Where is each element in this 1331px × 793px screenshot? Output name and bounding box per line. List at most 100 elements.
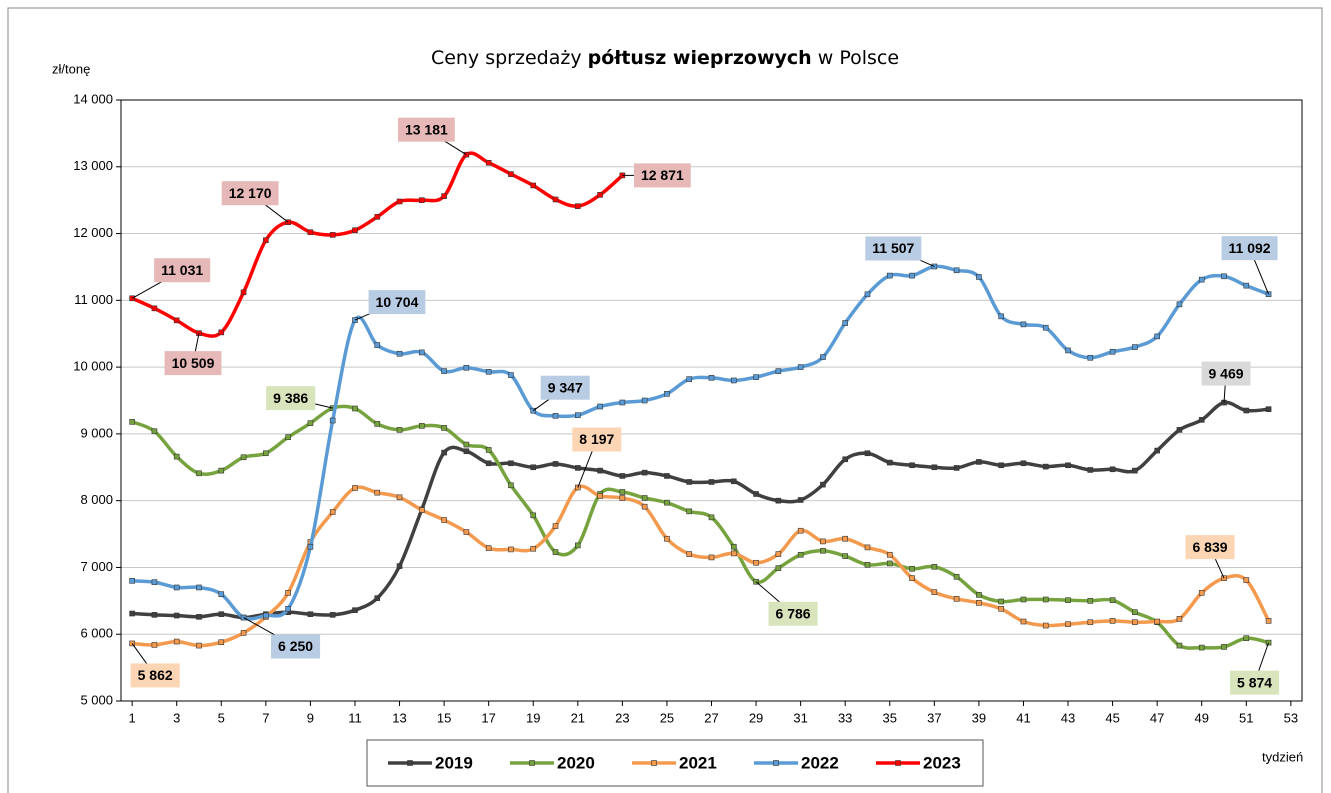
point [753, 374, 759, 380]
point [552, 523, 559, 529]
point [1154, 618, 1160, 625]
point [597, 493, 603, 499]
x-tick-label: 15 [437, 710, 451, 725]
point [1065, 347, 1071, 354]
x-axis-label: tydzień [1262, 749, 1303, 764]
point [575, 465, 581, 471]
value-label-box [768, 601, 818, 626]
point [664, 473, 670, 479]
point [485, 545, 492, 551]
x-tick-label: 1 [129, 710, 136, 725]
point [842, 320, 848, 326]
point [173, 584, 180, 591]
point [1198, 417, 1205, 423]
point [886, 551, 893, 558]
point [151, 579, 158, 585]
point [1020, 618, 1027, 625]
point [641, 469, 648, 476]
point [730, 543, 737, 550]
value-label-box [865, 236, 922, 261]
point [730, 377, 737, 384]
point [240, 289, 247, 296]
point [530, 182, 537, 189]
point [1020, 321, 1027, 328]
point [552, 549, 559, 555]
y-tick-label: 6 000 [80, 626, 113, 641]
point [485, 447, 492, 453]
point [1198, 590, 1205, 596]
point [463, 529, 470, 535]
x-tick-label: 37 [927, 710, 941, 725]
point [396, 494, 403, 501]
point [1109, 618, 1116, 624]
point [1243, 282, 1250, 289]
point [753, 559, 759, 566]
point [1176, 301, 1183, 308]
point [664, 535, 670, 542]
point [1042, 622, 1049, 629]
point [463, 448, 470, 455]
x-tick-label: 51 [1239, 710, 1253, 725]
point [597, 192, 603, 198]
point [530, 464, 537, 471]
point [196, 470, 202, 477]
point [641, 503, 648, 510]
point [619, 489, 626, 495]
point [552, 461, 559, 467]
value-label-box [397, 117, 455, 142]
x-tick-label: 9 [307, 710, 314, 725]
point [842, 553, 848, 559]
point [485, 460, 492, 467]
point [1087, 354, 1094, 361]
point [352, 405, 358, 412]
value-label: 5 874 [1237, 674, 1272, 690]
title-part: w Polsce [818, 47, 899, 69]
x-tick-label: 35 [883, 710, 897, 725]
point [1176, 642, 1183, 649]
point [352, 227, 358, 234]
value-label-box [221, 181, 279, 206]
point [1154, 447, 1160, 454]
point [686, 551, 693, 557]
legend-marker [529, 760, 535, 766]
point [240, 454, 247, 461]
point [1087, 598, 1094, 604]
point [730, 550, 737, 557]
point [953, 573, 960, 580]
point [842, 456, 848, 463]
point [931, 464, 938, 471]
title-part: Ceny sprzedaży [431, 47, 582, 69]
point [307, 229, 314, 236]
point [1265, 406, 1272, 412]
x-tick-label: 43 [1061, 710, 1075, 725]
point [953, 465, 960, 471]
x-tick-label: 11 [348, 710, 362, 725]
x-tick-label: 23 [615, 710, 629, 725]
point [151, 642, 158, 648]
point [998, 598, 1004, 605]
point [173, 638, 180, 645]
point [263, 612, 269, 619]
point [396, 427, 403, 433]
point [976, 274, 982, 280]
value-label: 9 386 [273, 390, 308, 406]
point [151, 428, 158, 435]
point [307, 543, 314, 550]
value-label: 9 469 [1208, 365, 1243, 381]
point [173, 453, 180, 460]
x-tick-label: 17 [481, 710, 495, 725]
value-label: 12 170 [229, 185, 272, 201]
point [1065, 621, 1071, 628]
point [619, 473, 626, 479]
point [173, 317, 180, 324]
point [1265, 618, 1272, 624]
point [619, 399, 626, 406]
point [820, 481, 826, 488]
point [374, 489, 381, 496]
point [374, 342, 381, 348]
legend-marker [651, 760, 657, 766]
point [575, 203, 581, 209]
point [820, 354, 826, 360]
point [575, 412, 581, 418]
point [1243, 577, 1250, 583]
